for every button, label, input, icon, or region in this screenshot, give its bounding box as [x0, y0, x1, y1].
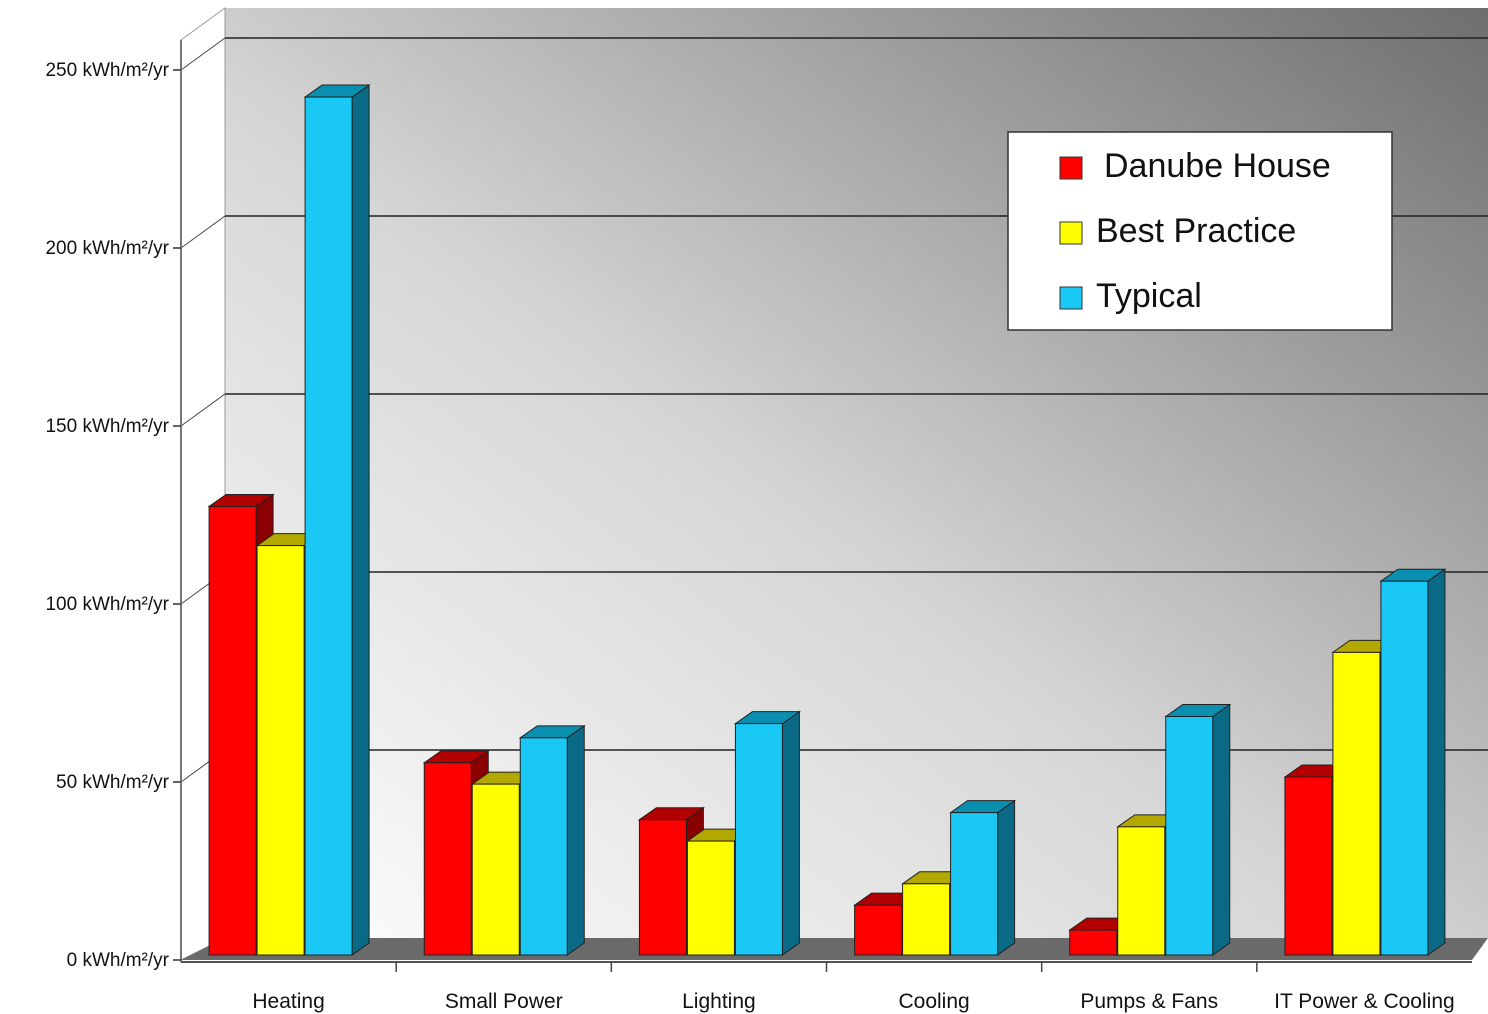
gridline-side	[180, 215, 226, 249]
bar-lighting-danube-house	[638, 819, 687, 956]
x-label-pumps-fans: Pumps & Fans	[1080, 990, 1218, 1013]
gridline-side	[180, 37, 226, 71]
bar-it-power-cooling-typical	[1380, 580, 1429, 956]
gridline-side	[180, 393, 226, 427]
y-tick-label: 50 kWh/m²/yr	[56, 772, 170, 793]
bar-lighting-typical	[734, 723, 783, 956]
x-label-heating: Heating	[252, 990, 324, 1013]
bar-side-pumps-fans-typical	[1212, 703, 1231, 956]
legend-label-typical: Typical	[1096, 277, 1202, 315]
bar-cooling-best-practice	[902, 883, 951, 956]
y-tick-label: 100 kWh/m²/yr	[45, 594, 169, 615]
bars	[207, 84, 1447, 956]
legend-swatch-danube-house	[1059, 156, 1083, 180]
bar-it-power-cooling-best-practice	[1332, 651, 1381, 956]
x-label-it-power-cooling: IT Power & Cooling	[1274, 990, 1455, 1013]
y-axis-ticks: 0 kWh/m²/yr 50 kWh/m²/yr 100 kWh/m²/yr 150 …	[45, 60, 181, 971]
bar-lighting-best-practice	[686, 840, 735, 956]
legend-label-best-practice: Best Practice	[1096, 212, 1296, 250]
bar-side-small-power-typical	[566, 724, 585, 956]
bar-pumps-fans-typical	[1165, 715, 1214, 956]
x-label-small-power: Small Power	[445, 990, 563, 1013]
bar-side-heating-typical	[351, 84, 370, 956]
bar-side-it-power-cooling-typical	[1427, 568, 1446, 956]
y-tick-label: 150 kWh/m²/yr	[45, 416, 169, 437]
x-label-lighting: Lighting	[682, 990, 756, 1013]
x-axis-labels: Heating Small Power Lighting Cooling Pumps &…	[252, 962, 1455, 1013]
bar-cooling-typical	[950, 812, 999, 956]
legend-swatch-best-practice	[1059, 221, 1083, 245]
bar-pumps-fans-best-practice	[1117, 826, 1166, 956]
bar-small-power-typical	[519, 737, 568, 956]
bar-side-cooling-typical	[997, 799, 1016, 956]
bar-heating-danube-house	[208, 505, 257, 956]
bar-pumps-fans-danube-house	[1069, 929, 1118, 956]
bar-small-power-best-practice	[471, 783, 520, 956]
legend-label-danube-house: Danube House	[1104, 147, 1331, 185]
legend: Danube House Best Practice Typical	[1007, 131, 1393, 331]
x-label-cooling: Cooling	[898, 990, 969, 1013]
legend-swatch-typical	[1059, 286, 1083, 310]
bar-small-power-danube-house	[423, 762, 472, 956]
bar-side-lighting-typical	[781, 710, 800, 956]
y-tick-label: 250 kWh/m²/yr	[45, 60, 169, 81]
bar-cooling-danube-house	[854, 904, 903, 956]
bar-heating-typical	[304, 96, 353, 956]
y-tick-label: 200 kWh/m²/yr	[45, 238, 169, 259]
bar-it-power-cooling-danube-house	[1284, 776, 1333, 956]
y-tick-label: 0 kWh/m²/yr	[67, 950, 170, 971]
bar-heating-best-practice	[256, 545, 305, 956]
